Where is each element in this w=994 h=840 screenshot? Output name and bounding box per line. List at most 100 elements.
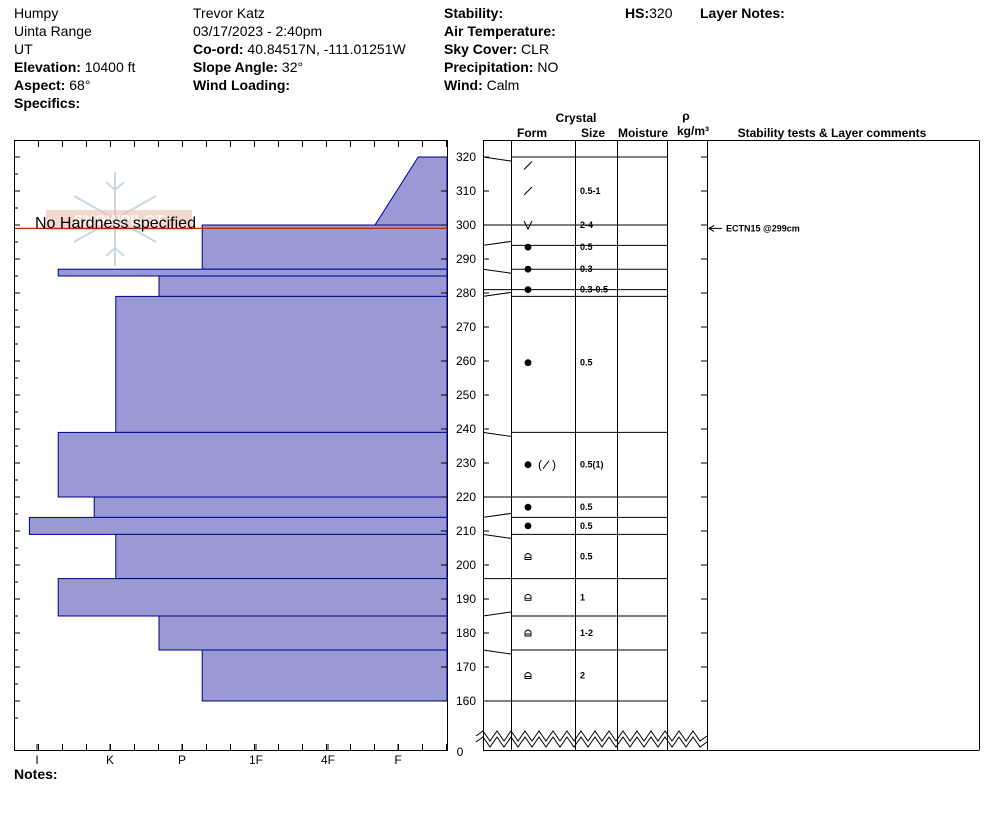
watermark-banner (46, 210, 192, 230)
layer-connector-5 (482, 291, 512, 297)
crystal-size-10: 0.5 (580, 552, 593, 562)
depth-tick-label-9: 230 (456, 456, 476, 470)
layer-connector-3 (482, 268, 512, 274)
coordinates-field: Co-ord: 40.84517N, -111.01251W (193, 41, 406, 57)
hardness-bars (28, 156, 448, 702)
layer-connector-12 (482, 649, 512, 655)
layer-connector-6 (482, 431, 512, 437)
precipitation-field: Precipitation: NO (444, 59, 559, 75)
stability-tests-header: Stability tests & Layer comments (738, 126, 927, 140)
range-name: Uinta Range (14, 23, 92, 39)
crystal-form-11-icon (524, 593, 532, 601)
hardness-layer-0 (374, 156, 448, 226)
hardness-tick-label-4: 4F (321, 753, 335, 767)
svg-text:(: ( (538, 458, 542, 472)
crystal-size-3: 0.5 (580, 242, 593, 252)
hardness-layer-10 (158, 615, 448, 651)
crystal-size-1: 0.5-1 (580, 186, 601, 196)
depth-tick-label-3: 290 (456, 252, 476, 266)
header-col-1: Humpy Uinta Range UT Elevation: 10400 ft… (14, 4, 135, 112)
crystal-form-0-icon (523, 161, 533, 170)
depth-axis: 3203103002902802702602502402302202102001… (14, 150, 707, 759)
layer-connector-0 (482, 156, 512, 162)
crystal-size-6: 0.5 (580, 358, 593, 368)
form-header: Form (517, 126, 547, 140)
crystal-form-2-icon (523, 220, 533, 231)
wind-field: Wind: Calm (444, 77, 520, 93)
crystal-size-13: 2 (580, 671, 585, 681)
depth-tick-label-13: 190 (456, 592, 476, 606)
air-temperature-field: Air Temperature: (444, 23, 556, 39)
hardness-tick-label-0: I (35, 753, 38, 767)
aspect-field: Aspect: 68° (14, 77, 91, 93)
depth-break-bottom (475, 736, 708, 748)
crystal-size-9: 0.5 (580, 521, 593, 531)
observation-datetime: 03/17/2023 - 2:40pm (193, 23, 323, 39)
depth-tick-label-16: 160 (456, 694, 476, 708)
layer-connector-11 (482, 611, 512, 617)
specifics-field: Specifics: (14, 95, 81, 111)
depth-tick-label-14: 180 (456, 626, 476, 640)
depth-tick-label-1: 310 (456, 184, 476, 198)
crystal-size-8: 0.5 (580, 502, 593, 512)
depth-tick-label-6: 260 (456, 354, 476, 368)
depth-tick-label-8: 240 (456, 422, 476, 436)
depth-tick-label-4: 280 (456, 286, 476, 300)
layer-connector-8 (482, 512, 512, 518)
crystal-form-6-icon (524, 359, 532, 367)
hardness-layer-3 (158, 275, 448, 297)
crystal-form-10-icon (524, 553, 532, 560)
depth-tick-label-10: 220 (456, 490, 476, 504)
density-unit-header: kg/m³ (677, 124, 709, 138)
hardness-layer-6 (93, 496, 448, 518)
slope-angle-field: Slope Angle: 32° (193, 59, 304, 75)
location-name: Humpy (14, 5, 59, 21)
stability-test-0: ECTN15 @299cm (726, 223, 800, 233)
crystal-size-7: 0.5(1) (580, 460, 604, 470)
depth-tick-label-5: 270 (456, 320, 476, 334)
elevation-field: Elevation: 10400 ft (14, 59, 136, 75)
notes-label: Notes: (14, 766, 58, 782)
depth-tick-label-2: 300 (456, 218, 476, 232)
hardness-layer-8 (115, 533, 448, 580)
layer-connector-2 (482, 240, 512, 246)
crystal-size-11: 1 (580, 592, 585, 602)
crystal-size-12: 1-2 (580, 628, 593, 638)
crystal-size-4: 0.3 (580, 264, 593, 274)
svg-text:): ) (552, 458, 556, 472)
hardness-tick-label-1: K (106, 753, 114, 767)
hardness-layer-4 (115, 295, 448, 433)
header-col-2: Trevor Katz 03/17/2023 - 2:40pm Co-ord: … (193, 4, 406, 94)
crystal-form-7-icon: () (524, 458, 556, 472)
hardness-layer-7 (28, 516, 448, 535)
observer-name: Trevor Katz (193, 5, 265, 21)
state-name: UT (14, 41, 33, 57)
depth-zero-label: 0 (457, 745, 464, 759)
stability-test-arrow-icon (708, 224, 715, 232)
hardness-layer-9 (57, 578, 448, 617)
depth-break-top (475, 730, 708, 742)
hardness-layer-11 (201, 649, 448, 702)
crystal-rows: 0.5-12-40.50.30.3-0.50.5() 0.5(1)0.50.50.… (482, 156, 667, 702)
wind-loading-field: Wind Loading: (193, 77, 291, 93)
depth-tick-label-12: 200 (456, 558, 476, 572)
layer-connector-9 (482, 533, 512, 539)
crystal-form-13-icon (524, 672, 532, 679)
depth-tick-label-11: 210 (456, 524, 476, 538)
header-col-3: Stability: Air Temperature: Sky Cover: C… (444, 4, 558, 94)
crystal-form-8-icon (524, 503, 532, 511)
sky-cover-field: Sky Cover: CLR (444, 41, 550, 57)
crystal-form-1-icon (523, 186, 533, 196)
hardness-tick-label-3: 1F (249, 753, 263, 767)
stability-field: Stability: (444, 5, 504, 21)
hardness-axis: I K P 1F 4F F (14, 141, 447, 767)
crystal-form-9-icon (524, 522, 532, 530)
hardness-layer-1 (201, 224, 448, 270)
no-hardness-label: No Hardness specified (35, 215, 196, 232)
crystal-table (475, 140, 980, 751)
crystal-form-4-icon (524, 265, 532, 273)
depth-tick-label-15: 170 (456, 660, 476, 674)
layer-notes-field: Layer Notes: (700, 5, 785, 21)
crystal-form-5-icon (524, 286, 532, 293)
